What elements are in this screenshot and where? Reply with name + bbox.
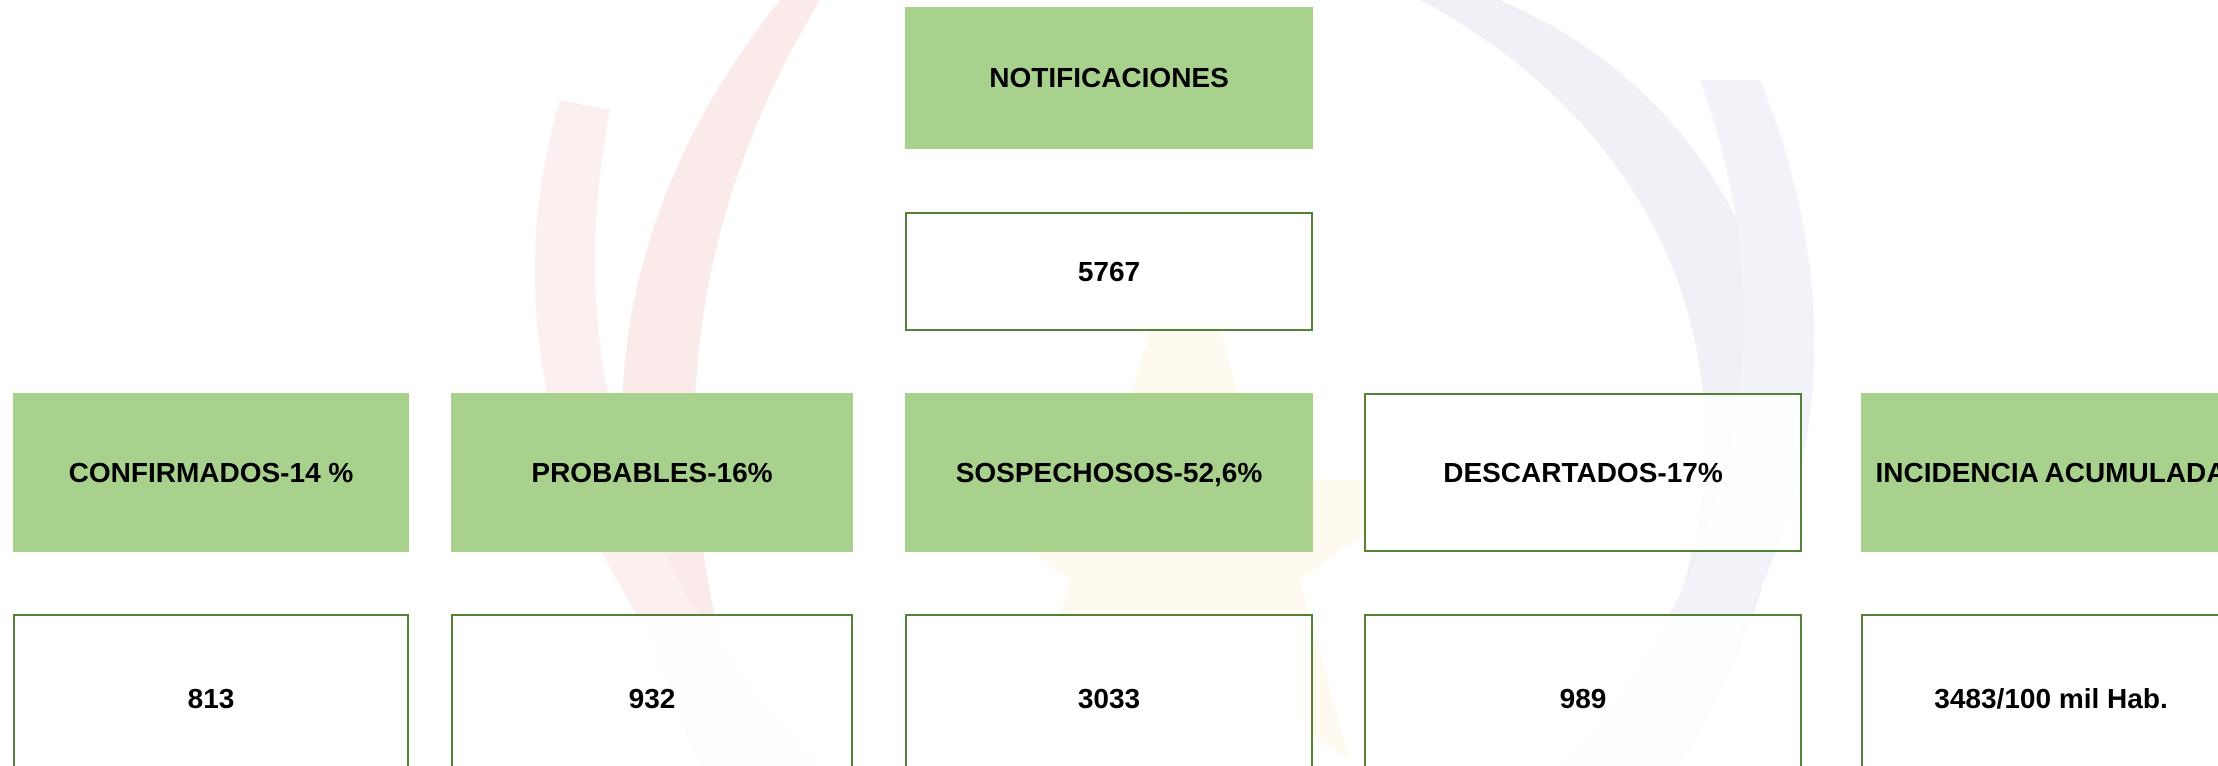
title-box: NOTIFICACIONES [905,7,1313,149]
group-value: 989 [1364,614,1802,766]
group-label: DESCARTADOS-17% [1364,393,1802,552]
group-label: SOSPECHOSOS-52,6% [905,393,1313,552]
watermark-wreath [1560,80,1815,766]
group-value: 813 [13,614,409,766]
group-label: INCIDENCIA ACUMULADA [1861,393,2218,552]
total-box: 5767 [905,212,1313,331]
group-value: 3483/100 mil Hab. [1861,614,2218,766]
group-label: PROBABLES-16% [451,393,853,552]
group-label: CONFIRMADOS-14 % [13,393,409,552]
group-value: 932 [451,614,853,766]
group-value: 3033 [905,614,1313,766]
